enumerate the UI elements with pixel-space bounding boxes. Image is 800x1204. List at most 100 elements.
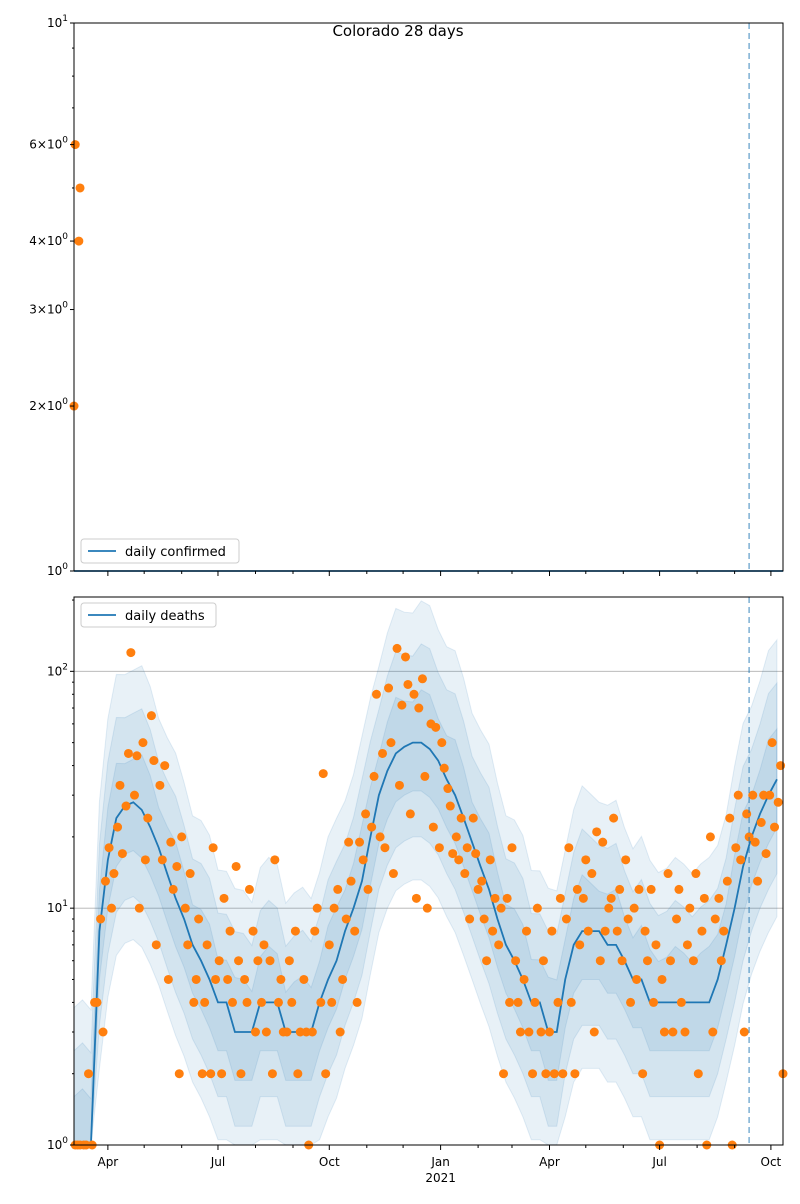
observed-death-point [532,903,542,913]
observed-death-point [632,974,642,984]
observed-death-point [236,1069,246,1079]
y-tick-label: 2×100 [29,397,68,413]
observed-death-point [502,893,512,903]
observed-death-point [566,997,576,1007]
observed-death-point [524,1027,534,1037]
observed-death-point [138,738,148,748]
observed-death-point [665,956,675,966]
observed-death-point [318,769,328,779]
observed-death-point [513,997,523,1007]
observed-death-point [293,1069,303,1079]
observed-death-point [394,780,404,790]
observed-death-point [756,817,766,827]
observed-death-point [107,903,117,913]
observed-death-point [541,1069,551,1079]
y-tick-label: 100 [47,562,68,578]
observed-death-point [409,689,419,699]
observed-death-point [126,648,136,658]
observed-death-point [231,861,241,871]
observed-death-point [375,832,385,842]
observed-death-point [227,997,237,1007]
x-tick-label: Apr [97,1155,118,1169]
observed-death-point [384,683,394,693]
observed-death-point [367,822,377,832]
observed-death-point [443,784,453,794]
observed-death-point [96,914,106,924]
observed-death-point [194,914,204,924]
y-tick-label: 4×100 [29,232,68,248]
observed-death-point [659,1027,669,1037]
observed-death-point [219,893,229,903]
observed-death-point [117,849,127,859]
observed-death-point [324,940,334,950]
observed-death-point [98,1027,108,1037]
observed-death-point [234,956,244,966]
observed-death-point [697,926,707,936]
observed-death-point [344,837,354,847]
observed-death-point [714,893,724,903]
observed-death-point [471,849,481,859]
observed-death-point [776,761,786,771]
observed-death-point [248,926,258,936]
observed-death-point [183,940,193,950]
observed-death-point [499,1069,509,1079]
observed-death-point [316,997,326,1007]
observed-death-point [494,940,504,950]
observed-death-point [217,1069,227,1079]
observed-death-point [451,832,461,842]
observed-death-point [341,914,351,924]
observed-death-point [617,956,627,966]
observed-death-point [547,926,557,936]
y-tick-label: 102 [47,662,68,678]
observed-death-point [716,956,726,966]
observed-death-point [321,1069,331,1079]
observed-death-point [445,801,455,811]
observed-death-point [121,801,131,811]
observed-death-point [405,809,415,819]
observed-death-point [555,893,565,903]
observed-death-point [422,903,432,913]
observed-death-point [575,940,585,950]
observed-death-point [739,1027,749,1037]
observed-death-point [166,837,176,847]
observed-death-point [388,869,398,879]
observed-death-point [307,1027,317,1037]
observed-death-point [753,876,763,886]
legend-label: daily confirmed [125,545,226,560]
observed-death-point [197,1069,207,1079]
observed-death-point [371,689,381,699]
observed-death-point [530,997,540,1007]
observed-death-point [460,869,470,879]
observed-death-point [705,832,715,842]
observed-death-point [744,832,754,842]
observed-death-point [583,926,593,936]
observed-death-point [587,869,597,879]
observed-death-point [522,926,532,936]
observed-death-point [708,1027,718,1037]
observed-death-point [267,1069,277,1079]
observed-death-point [287,997,297,1007]
y-tick-label: 6×100 [29,136,68,152]
observed-death-point [180,903,190,913]
observed-death-point [564,843,574,853]
observed-death-point [680,1027,690,1037]
observed-death-point [490,893,500,903]
observed-death-point [640,926,650,936]
observed-death-point [456,813,466,823]
observed-death-point [685,903,695,913]
observed-death-point [257,997,267,1007]
observed-death-point [92,997,102,1007]
observed-death-point [767,738,777,748]
observed-death-point [253,956,263,966]
observed-death-point [240,974,250,984]
observed-death-point [282,1027,292,1037]
observed-death-point [770,822,780,832]
observed-death-point [191,974,201,984]
observed-death-point [612,926,622,936]
observed-death-point [290,926,300,936]
observed-death-point [553,997,563,1007]
x-tick-label: Apr [539,1155,560,1169]
observed-death-point [519,974,529,984]
observed-death-point [242,997,252,1007]
observed-death-point [200,997,210,1007]
